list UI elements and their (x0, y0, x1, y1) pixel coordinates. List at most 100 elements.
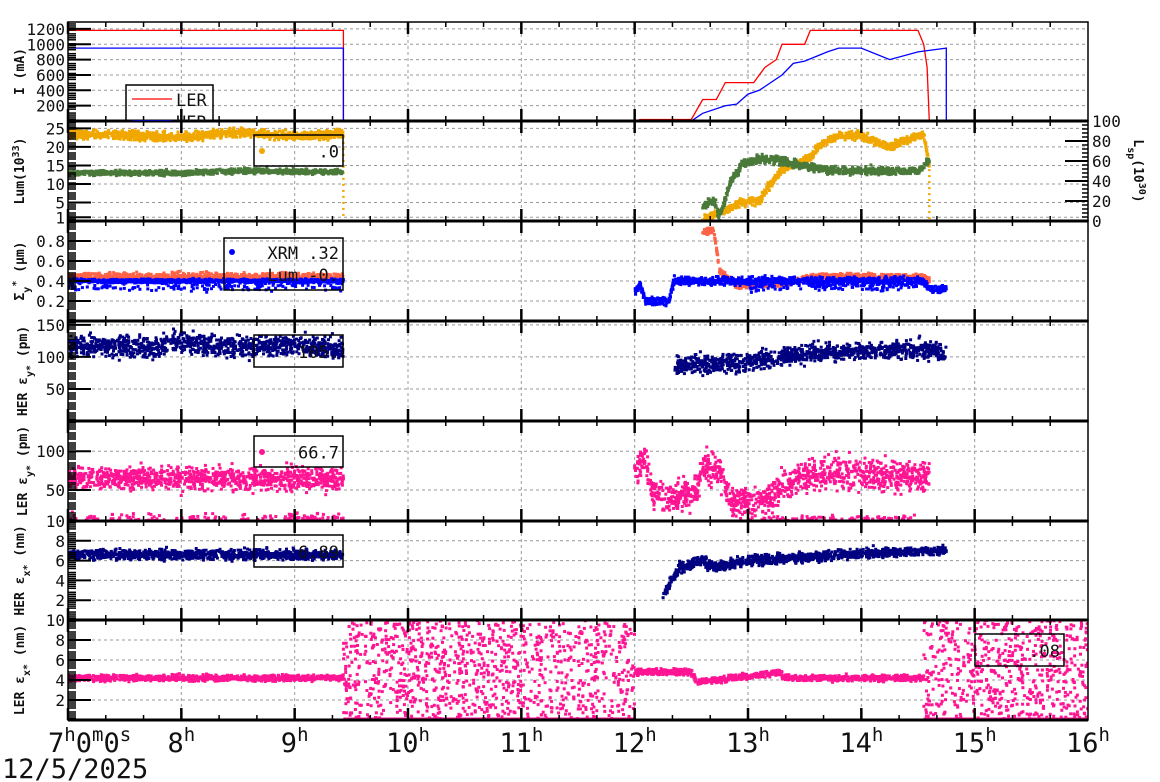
data-point (711, 196, 715, 200)
data-point (135, 138, 139, 142)
data-point (769, 157, 773, 161)
data-point (116, 130, 120, 134)
data-point (221, 169, 225, 173)
data-point (320, 272, 324, 276)
data-point (776, 155, 780, 159)
data-point (318, 274, 322, 277)
data-point (194, 171, 198, 175)
data-point (252, 131, 256, 135)
data-point (871, 166, 875, 170)
data-point (774, 154, 778, 158)
data-point (190, 172, 194, 176)
data-point (99, 170, 103, 174)
data-point (232, 167, 236, 171)
data-point (324, 131, 328, 135)
data-point (805, 165, 809, 169)
data-point (122, 173, 126, 177)
data-point (183, 137, 187, 141)
data-point (341, 130, 345, 134)
data-point (824, 140, 828, 144)
data-point (817, 168, 821, 172)
data-point (75, 171, 79, 175)
data-point (720, 207, 724, 211)
data-point (152, 135, 156, 139)
data-point (218, 273, 222, 277)
data-point (257, 134, 261, 138)
data-point (153, 133, 157, 136)
data-point (910, 135, 914, 139)
data-point (778, 169, 781, 173)
data-point (114, 131, 118, 135)
data-point (69, 170, 73, 174)
data-point (107, 272, 111, 276)
data-point (133, 173, 137, 176)
data-point (853, 167, 857, 171)
data-point (711, 201, 715, 205)
data-point (894, 138, 897, 142)
data-point (78, 135, 82, 139)
data-point (751, 196, 755, 200)
data-point (865, 173, 869, 177)
data-point (277, 138, 281, 142)
data-point (145, 273, 149, 277)
data-point (900, 139, 903, 143)
data-point (290, 137, 294, 140)
data-point (295, 135, 299, 139)
data-point (86, 137, 90, 141)
data-point (240, 274, 244, 278)
data-point (203, 273, 207, 276)
data-point (780, 155, 784, 159)
data-point (703, 206, 707, 210)
data-point (249, 170, 253, 174)
data-point (844, 172, 848, 175)
data-point (201, 170, 205, 174)
data-point (203, 274, 207, 278)
data-point (123, 170, 127, 174)
data-point (284, 128, 288, 132)
data-point (800, 162, 804, 166)
data-point (117, 276, 121, 280)
data-point (886, 172, 890, 176)
data-point (760, 157, 764, 161)
data-point (284, 274, 288, 278)
data-point (332, 131, 336, 135)
data-point (717, 216, 721, 220)
data-point (704, 203, 708, 207)
data-point (80, 136, 84, 140)
data-point (871, 171, 875, 175)
data-point (925, 159, 929, 163)
data-point (210, 276, 214, 280)
data-point (880, 170, 884, 174)
data-point (184, 130, 188, 134)
data-point (771, 178, 775, 182)
data-point (883, 142, 887, 145)
data-point (123, 136, 127, 140)
data-point (327, 272, 331, 276)
data-point (924, 143, 928, 147)
data-point (244, 132, 248, 135)
data-point (779, 160, 783, 164)
data-point (197, 137, 201, 141)
data-point (832, 170, 836, 174)
data-point (878, 144, 882, 148)
data-point (809, 158, 813, 162)
data-point (240, 132, 244, 136)
data-point (231, 170, 235, 174)
data-point (112, 134, 115, 138)
data-point (161, 272, 165, 276)
data-point (800, 165, 804, 169)
data-point (274, 136, 278, 140)
data-point (849, 132, 853, 136)
data-point (162, 134, 166, 138)
data-point (212, 129, 216, 133)
data-point (82, 134, 86, 138)
data-point (817, 164, 821, 168)
data-point (251, 275, 255, 279)
data-point (138, 133, 142, 137)
data-point (790, 164, 794, 168)
data-point (249, 135, 253, 139)
data-point (174, 134, 178, 138)
data-point (134, 131, 138, 135)
panel-luminosity-data (68, 126, 1088, 221)
data-point (785, 168, 789, 172)
